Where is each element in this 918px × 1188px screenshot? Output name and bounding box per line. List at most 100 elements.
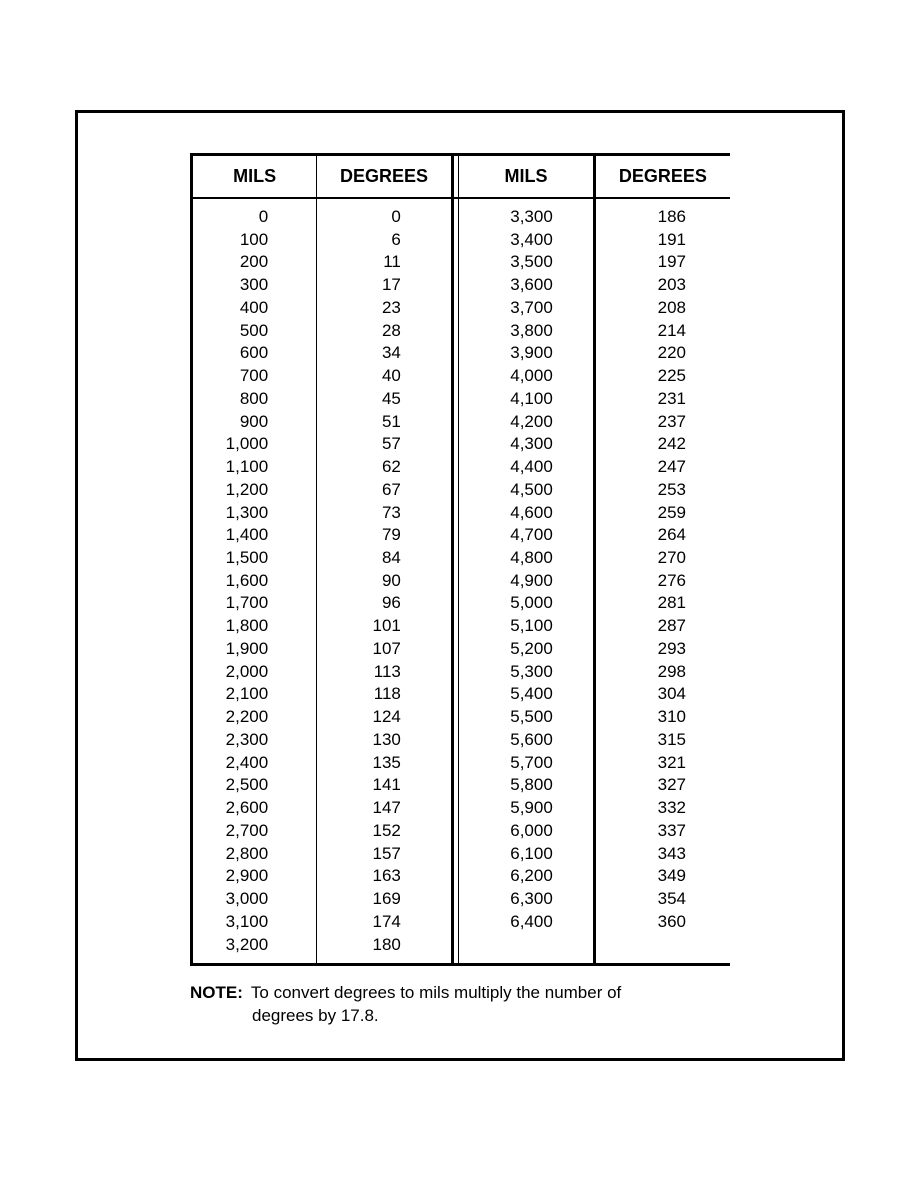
cell-deg-right: 191 (594, 229, 730, 252)
table-row: 2,500141 5,800327 (192, 774, 731, 797)
cell-mils-right: 4,300 (459, 433, 595, 456)
cell-mils-right: 5,500 (459, 706, 595, 729)
cell-deg-left: 152 (317, 820, 453, 843)
cell-mils-right: 3,400 (459, 229, 595, 252)
cell-deg-left: 84 (317, 547, 453, 570)
cell-deg-left: 118 (317, 683, 453, 706)
cell-deg-right: 321 (594, 752, 730, 775)
cell-deg-left: 28 (317, 320, 453, 343)
cell-mils-left: 900 (192, 411, 317, 434)
cell-deg-right: 237 (594, 411, 730, 434)
cell-deg-right: 197 (594, 251, 730, 274)
cell-deg-right: 186 (594, 198, 730, 229)
cell-deg-left: 180 (317, 934, 453, 965)
cell-mils-left: 600 (192, 342, 317, 365)
cell-mils-right (459, 934, 595, 965)
cell-deg-right: 225 (594, 365, 730, 388)
table-row: 10063,400191 (192, 229, 731, 252)
cell-mils-right: 4,600 (459, 502, 595, 525)
cell-deg-left: 11 (317, 251, 453, 274)
cell-deg-left: 67 (317, 479, 453, 502)
cell-mils-right: 5,700 (459, 752, 595, 775)
cell-deg-left: 174 (317, 911, 453, 934)
conversion-table: MILS DEGREES MILS DEGREES 003,3001861006… (190, 153, 730, 966)
cell-mils-left: 1,100 (192, 456, 317, 479)
cell-mils-left: 1,200 (192, 479, 317, 502)
cell-mils-right: 5,600 (459, 729, 595, 752)
table-row: 2,7001526,000337 (192, 820, 731, 843)
cell-deg-right: 349 (594, 865, 730, 888)
cell-deg-right: 293 (594, 638, 730, 661)
cell-deg-left: 0 (317, 198, 453, 229)
cell-mils-right: 6,000 (459, 820, 595, 843)
cell-mils-right: 4,700 (459, 524, 595, 547)
table-row: 3,1001746,400360 (192, 911, 731, 934)
cell-deg-right: 315 (594, 729, 730, 752)
cell-deg-right: 343 (594, 843, 730, 866)
cell-mils-right: 4,500 (459, 479, 595, 502)
cell-mils-left: 2,400 (192, 752, 317, 775)
table-row: 1,400794,700264 (192, 524, 731, 547)
table-row: 2,2001245,500310 (192, 706, 731, 729)
cell-deg-left: 57 (317, 433, 453, 456)
cell-mils-right: 6,300 (459, 888, 595, 911)
cell-mils-right: 6,200 (459, 865, 595, 888)
cell-mils-left: 2,200 (192, 706, 317, 729)
table-header-row: MILS DEGREES MILS DEGREES (192, 155, 731, 199)
cell-deg-left: 101 (317, 615, 453, 638)
cell-mils-right: 3,700 (459, 297, 595, 320)
cell-deg-right: 354 (594, 888, 730, 911)
table-row: 200113,500197 (192, 251, 731, 274)
cell-mils-left: 1,300 (192, 502, 317, 525)
cell-deg-left: 124 (317, 706, 453, 729)
cell-deg-right: 208 (594, 297, 730, 320)
cell-deg-right: 253 (594, 479, 730, 502)
table-row: 2,100118 5,400304 (192, 683, 731, 706)
cell-deg-left: 73 (317, 502, 453, 525)
table-row: 1,500844,800270 (192, 547, 731, 570)
cell-mils-right: 4,200 (459, 411, 595, 434)
cell-mils-right: 5,200 (459, 638, 595, 661)
cell-deg-left: 17 (317, 274, 453, 297)
table-row: 2,3001305,600315 (192, 729, 731, 752)
table-row: 1,600904,900276 (192, 570, 731, 593)
cell-mils-right: 5,900 (459, 797, 595, 820)
cell-mils-right: 4,000 (459, 365, 595, 388)
note-text-line2: degrees by 17.8. (190, 1005, 730, 1028)
cell-mils-right: 4,800 (459, 547, 595, 570)
cell-mils-left: 2,100 (192, 683, 317, 706)
cell-deg-left: 141 (317, 774, 453, 797)
cell-deg-left: 34 (317, 342, 453, 365)
cell-deg-left: 62 (317, 456, 453, 479)
cell-mils-right: 5,000 (459, 592, 595, 615)
cell-deg-left: 130 (317, 729, 453, 752)
cell-mils-left: 2,500 (192, 774, 317, 797)
header-degrees-right: DEGREES (594, 155, 730, 199)
cell-deg-left: 135 (317, 752, 453, 775)
cell-mils-right: 4,900 (459, 570, 595, 593)
cell-deg-right: 304 (594, 683, 730, 706)
cell-mils-left: 1,800 (192, 615, 317, 638)
cell-mils-right: 4,400 (459, 456, 595, 479)
cell-mils-right: 4,100 (459, 388, 595, 411)
cell-mils-right: 5,800 (459, 774, 595, 797)
cell-deg-right: 220 (594, 342, 730, 365)
cell-mils-right: 5,400 (459, 683, 595, 706)
cell-mils-right: 3,600 (459, 274, 595, 297)
cell-mils-right: 3,500 (459, 251, 595, 274)
table-row: 2,8001576,100343 (192, 843, 731, 866)
cell-deg-right: 327 (594, 774, 730, 797)
header-mils-right: MILS (459, 155, 595, 199)
cell-mils-left: 700 (192, 365, 317, 388)
table-row: 2,9001636,200349 (192, 865, 731, 888)
cell-deg-right: 332 (594, 797, 730, 820)
cell-mils-right: 5,100 (459, 615, 595, 638)
cell-mils-left: 3,100 (192, 911, 317, 934)
cell-mils-left: 3,000 (192, 888, 317, 911)
note-text-line1: To convert degrees to mils multiply the … (243, 983, 621, 1002)
table-row: 003,300186 (192, 198, 731, 229)
cell-deg-left: 107 (317, 638, 453, 661)
cell-mils-left: 800 (192, 388, 317, 411)
table-row: 2,0001135,300298 (192, 661, 731, 684)
cell-mils-left: 0 (192, 198, 317, 229)
